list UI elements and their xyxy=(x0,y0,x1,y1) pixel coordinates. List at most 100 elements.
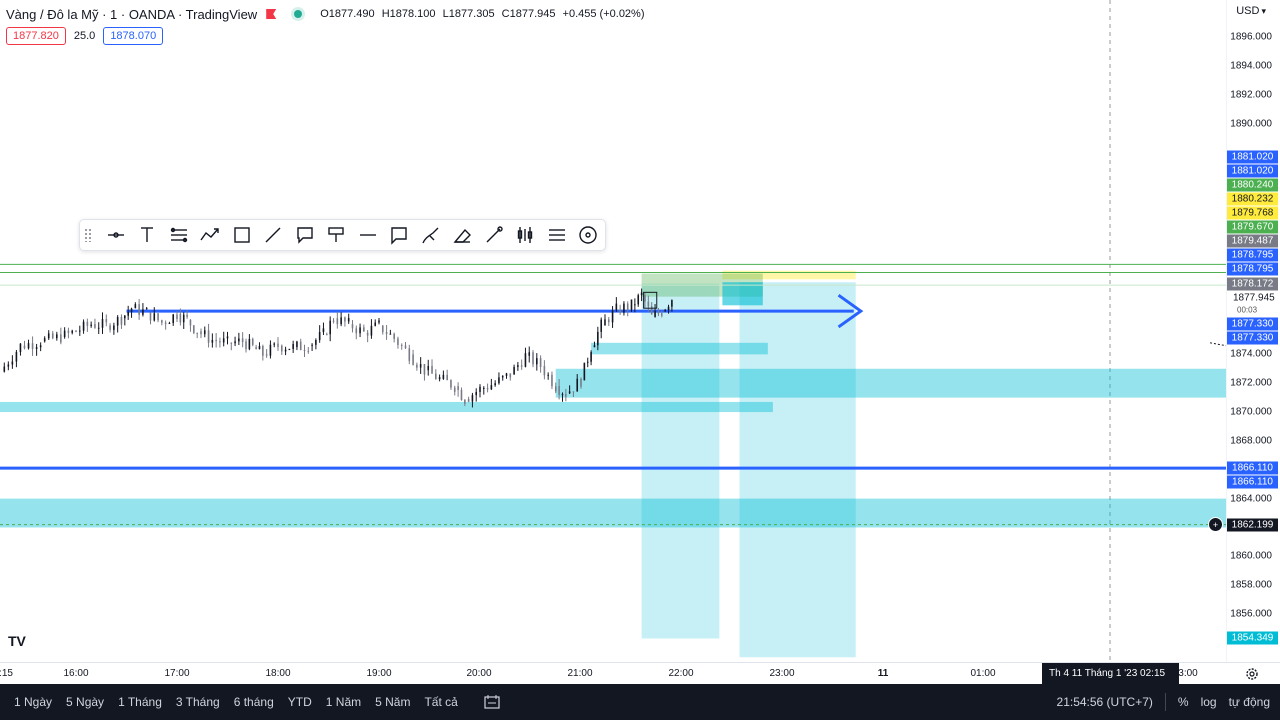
paint-bucket-icon[interactable] xyxy=(321,221,353,249)
range-5d[interactable]: 5 Ngày xyxy=(66,695,105,709)
comment-icon[interactable] xyxy=(384,221,416,249)
candle-body xyxy=(292,344,294,349)
candle-body xyxy=(51,333,54,339)
gear-icon[interactable] xyxy=(1244,666,1260,682)
last-price-label: 1877.945 xyxy=(1233,292,1275,304)
sell-button[interactable]: 1877.820 xyxy=(6,27,66,45)
candle-body xyxy=(336,318,339,325)
log-toggle[interactable]: log xyxy=(1200,695,1217,709)
candle-body xyxy=(179,313,182,323)
range-ytd[interactable]: YTD xyxy=(287,695,312,709)
candle-body xyxy=(211,339,214,343)
range-5y[interactable]: 5 Năm xyxy=(375,695,411,709)
candle-body xyxy=(43,338,46,342)
candle-body xyxy=(255,347,257,350)
path-icon[interactable] xyxy=(195,221,227,249)
price-scale[interactable]: USD 1896.000 1894.000 1892.000 1890.000 1874… xyxy=(1226,0,1280,662)
candle-body xyxy=(322,328,325,333)
candle-body xyxy=(120,317,123,325)
candle-body xyxy=(381,325,384,333)
bar-countdown: 00:03 xyxy=(1237,305,1258,315)
divider xyxy=(1164,693,1166,711)
candle-body xyxy=(389,333,392,335)
candle-body xyxy=(543,365,546,376)
candle-body xyxy=(611,310,614,323)
candle-body xyxy=(397,338,399,345)
visual-order-icon[interactable] xyxy=(541,221,573,249)
range-6m[interactable]: 6 tháng xyxy=(233,695,274,709)
price-label: 1874.000 xyxy=(1230,348,1272,360)
trend-line-icon[interactable] xyxy=(258,221,290,249)
callout-icon[interactable] xyxy=(289,221,321,249)
range-3m[interactable]: 3 Tháng xyxy=(175,695,220,709)
candle-body xyxy=(105,319,108,323)
rectangle-icon[interactable] xyxy=(226,221,258,249)
time-label: 23:00 xyxy=(769,668,795,679)
price-tag: 1879.670 xyxy=(1227,220,1278,234)
candle-body xyxy=(219,341,221,343)
candle-body xyxy=(475,392,478,396)
chart-canvas[interactable] xyxy=(0,0,1226,662)
candle-body xyxy=(597,331,599,346)
range-1m[interactable]: 1 Tháng xyxy=(118,695,162,709)
time-label: 19:00 xyxy=(366,668,392,679)
candle-body xyxy=(363,327,365,332)
horizontal-ray-icon[interactable] xyxy=(100,221,132,249)
candle-body xyxy=(75,330,77,332)
range-1y[interactable]: 1 Năm xyxy=(325,695,362,709)
line-style-icon[interactable] xyxy=(352,221,384,249)
chart-area[interactable]: Vàng / Đô la Mỹ · 1 · OANDA · TradingVie… xyxy=(0,0,1226,662)
indicators-icon[interactable] xyxy=(510,221,542,249)
high-value: H1878.100 xyxy=(381,8,436,20)
candle-body xyxy=(215,339,217,342)
candle-body xyxy=(164,322,167,324)
candle-body xyxy=(501,375,504,378)
currency-select[interactable]: USD xyxy=(1236,5,1266,17)
time-axis[interactable]: :15 16:00 17:00 18:00 19:00 20:00 21:00 22:00 23… xyxy=(0,662,1280,684)
percent-toggle[interactable]: % xyxy=(1177,695,1189,709)
candle-body xyxy=(580,378,582,387)
ohlc-values: O1877.490 H1878.100 L1877.305 C1877.945 … xyxy=(320,8,648,20)
change-value: +0.455 (+0.02%) xyxy=(562,8,645,20)
candle-body xyxy=(547,374,549,376)
candle-body xyxy=(600,319,602,332)
buy-button[interactable]: 1878.070 xyxy=(103,27,164,45)
brush-icon[interactable] xyxy=(415,221,447,249)
range-1d[interactable]: 1 Ngày xyxy=(14,695,53,709)
candle-body xyxy=(351,324,354,329)
candle-body xyxy=(561,394,564,396)
pen-icon[interactable] xyxy=(478,221,510,249)
candle-body xyxy=(234,341,236,344)
go-to-date-icon[interactable] xyxy=(484,695,500,709)
range-all[interactable]: Tất cả xyxy=(424,695,458,709)
candle-body xyxy=(640,292,643,296)
drag-handle-icon[interactable] xyxy=(84,228,92,242)
candle-body xyxy=(78,330,81,332)
candle-body xyxy=(109,325,111,330)
settings-lines-icon[interactable] xyxy=(163,221,195,249)
utc-clock[interactable]: 21:54:56 (UTC+7) xyxy=(1056,695,1153,709)
price-label: 1872.000 xyxy=(1230,377,1272,389)
candle-body xyxy=(572,391,575,393)
eraser-icon[interactable] xyxy=(447,221,479,249)
bottom-right-controls: 21:54:56 (UTC+7) % log tự động xyxy=(1057,684,1270,720)
candle-body xyxy=(528,352,531,356)
candle-body xyxy=(479,386,481,393)
tradingview-logo-icon[interactable]: TV xyxy=(8,633,26,649)
candle-body xyxy=(86,321,89,326)
bottom-toolbar: 1 Ngày 5 Ngày 1 Tháng 3 Tháng 6 tháng YT… xyxy=(0,684,1280,720)
candle-body xyxy=(124,315,126,319)
text-icon[interactable] xyxy=(132,221,164,249)
candle-body xyxy=(71,330,74,333)
candle-body xyxy=(273,343,276,345)
more-icon[interactable] xyxy=(573,221,605,249)
drawing-toolbar xyxy=(79,219,606,251)
flag-icon[interactable] xyxy=(266,9,277,19)
candle-body xyxy=(35,347,38,349)
alarm-icon[interactable]: + xyxy=(1208,517,1223,532)
candle-body xyxy=(654,311,656,317)
symbol-title[interactable]: Vàng / Đô la Mỹ · 1 · OANDA · TradingVie… xyxy=(6,6,258,22)
auto-toggle[interactable]: tự động xyxy=(1228,695,1270,709)
candle-body xyxy=(262,345,264,356)
price-label: 1868.000 xyxy=(1230,435,1272,447)
